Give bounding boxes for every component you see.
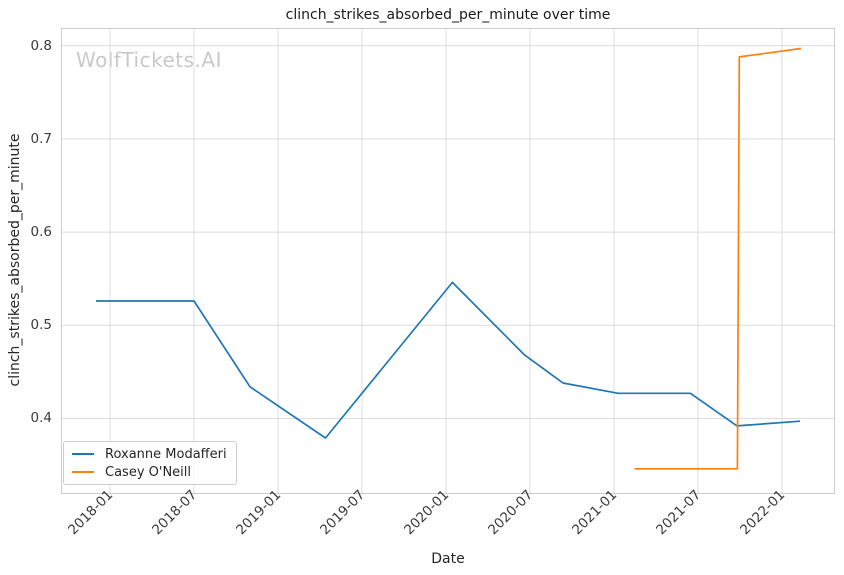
y-tick-label: 0.8 [30, 37, 52, 54]
plot-border [61, 28, 835, 494]
legend-row: Casey O'Neill [72, 463, 227, 481]
legend-label: Casey O'Neill [105, 464, 192, 480]
chart-title: clinch_strikes_absorbed_per_minute over … [285, 7, 611, 23]
x-axis-label: Date [431, 551, 465, 567]
legend-label: Roxanne Modafferi [105, 446, 227, 462]
series-line [96, 281, 801, 439]
y-tick-label: 0.4 [30, 410, 52, 427]
y-tick-label: 0.7 [30, 130, 52, 147]
series-line [634, 47, 802, 470]
y-tick-label: 0.5 [30, 317, 52, 334]
legend-row: Roxanne Modafferi [72, 445, 227, 463]
legend-line-swatch-icon [72, 453, 94, 455]
y-tick-label: 0.6 [30, 224, 52, 241]
legend: Roxanne Modafferi Casey O'Neill [63, 441, 237, 485]
y-axis-label: clinch_strikes_absorbed_per_minute [7, 133, 23, 387]
legend-line-swatch-icon [72, 471, 94, 473]
watermark: WolfTickets.AI [76, 48, 222, 72]
